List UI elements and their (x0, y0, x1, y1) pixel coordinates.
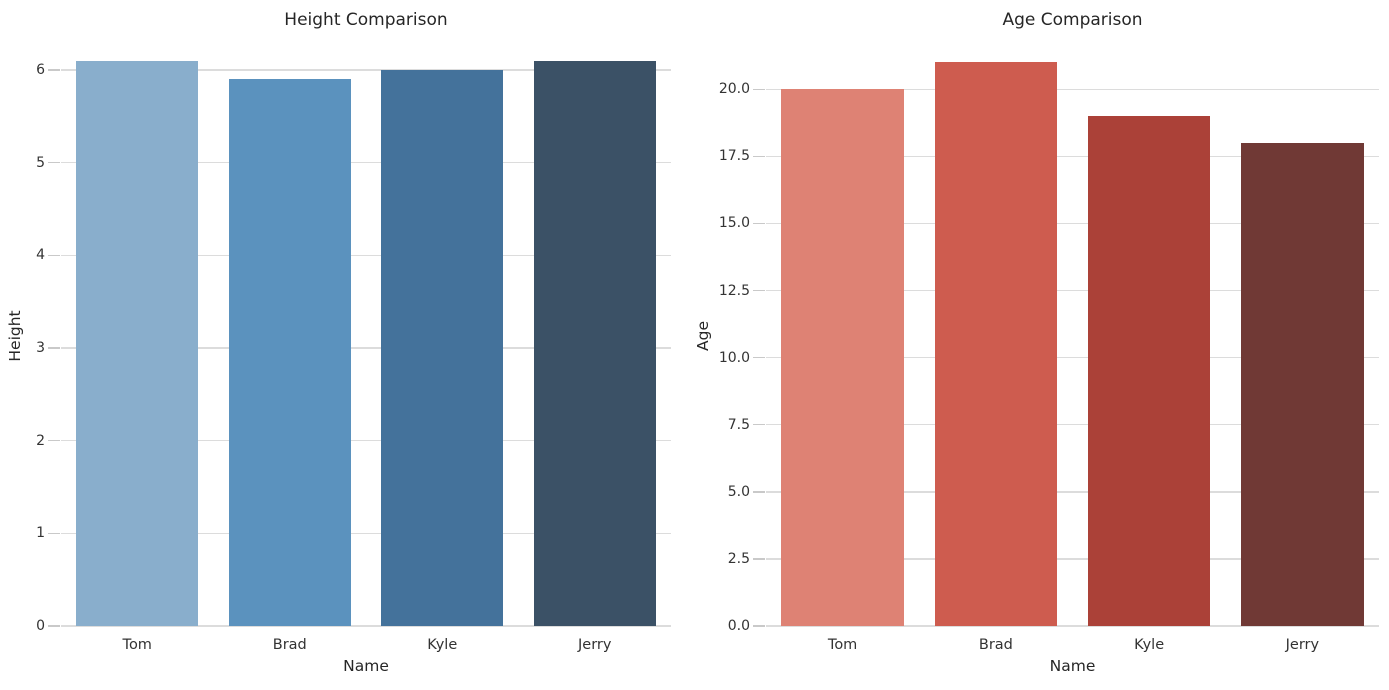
bar-tom (76, 60, 199, 626)
y-tick-mark (753, 424, 765, 426)
x-tick-label-tom: Tom (122, 637, 152, 653)
y-tick-label: 0.0 (727, 618, 750, 634)
gridline (61, 69, 671, 71)
x-tick-label-kyle: Kyle (1134, 637, 1165, 653)
x-tick-label-jerry: Jerry (578, 637, 612, 653)
plot-area: 0.0 2.5 5.0 7.5 10.0 12.5 15.0 17.5 20.0 Tom Brad K… (719, 45, 1379, 653)
y-axis-label: Age (694, 320, 712, 351)
y-tick-label: 6 (36, 62, 45, 79)
y-tick-label: 17.5 (718, 148, 750, 165)
gridline (61, 532, 671, 535)
chart-title: Height Comparison (284, 10, 448, 30)
plot-area: 0 1 2 3 4 5 6 Tom Brad Kyle Jerry (36, 45, 671, 653)
y-tick-mark (48, 532, 60, 535)
y-tick-label: 4 (36, 247, 45, 264)
y-tick-mark (753, 625, 765, 627)
x-axis-label: Name (343, 657, 389, 675)
y-tick-mark (48, 625, 60, 627)
y-tick-mark (753, 558, 765, 560)
y-tick-mark (753, 289, 765, 292)
y-tick-mark (48, 254, 60, 257)
x-axis-label: Name (1049, 657, 1096, 675)
y-tick-mark (753, 491, 765, 493)
y-tick-mark (753, 88, 765, 90)
gridline (61, 439, 671, 442)
gridline (766, 88, 1379, 90)
y-tick-label: 20.0 (718, 81, 750, 98)
y-tick-label: 5 (36, 154, 45, 171)
bar-tom (781, 89, 904, 626)
gridline (766, 356, 1379, 359)
x-tick-label-brad: Brad (978, 637, 1013, 653)
gridline (61, 625, 671, 627)
y-tick-label: 3 (36, 340, 45, 356)
y-tick-label: 10.0 (718, 349, 750, 366)
gridline (766, 424, 1379, 426)
y-tick-label: 5.0 (727, 483, 750, 500)
y-tick-mark (48, 347, 60, 349)
chart-title: Age Comparison (1002, 10, 1143, 30)
height-chart: Height Comparison Height 0 1 2 3 4 5 6 Tom Brad K… (0, 0, 694, 690)
gridline (766, 625, 1379, 627)
bar-jerry (533, 60, 656, 626)
y-tick-mark (753, 155, 765, 158)
x-tick-label-jerry: Jerry (1285, 637, 1320, 653)
gridline (766, 558, 1379, 560)
x-tick-label-tom: Tom (827, 637, 858, 653)
bar-jerry (1241, 142, 1364, 626)
y-tick-label: 15.0 (718, 215, 750, 232)
y-tick-label: 0 (36, 618, 45, 634)
y-tick-mark (48, 439, 60, 442)
gridline (766, 222, 1379, 225)
x-tick-label-brad: Brad (272, 637, 307, 653)
y-tick-mark (48, 161, 60, 164)
gridline (61, 254, 671, 257)
bar-brad (228, 79, 351, 626)
y-tick-label: 7.5 (727, 416, 750, 433)
y-tick-label: 1 (36, 525, 45, 542)
gridline (61, 347, 671, 349)
gridline (766, 491, 1379, 493)
age-chart: Age Comparison Age 0.0 2.5 5.0 7.5 10.0 12.5 1… (694, 0, 1389, 690)
bar-kyle (1087, 116, 1211, 626)
y-tick-label: 12.5 (718, 282, 750, 299)
y-tick-mark (753, 222, 765, 225)
bar-kyle (381, 70, 504, 626)
gridline (766, 155, 1379, 158)
y-tick-mark (753, 356, 765, 359)
gridline (61, 161, 671, 164)
x-tick-label-kyle: Kyle (427, 637, 458, 653)
y-tick-label: 2.5 (727, 550, 750, 567)
y-tick-label: 2 (36, 432, 45, 449)
y-tick-mark (48, 69, 60, 71)
gridline (766, 289, 1379, 292)
bar-brad (934, 62, 1058, 626)
